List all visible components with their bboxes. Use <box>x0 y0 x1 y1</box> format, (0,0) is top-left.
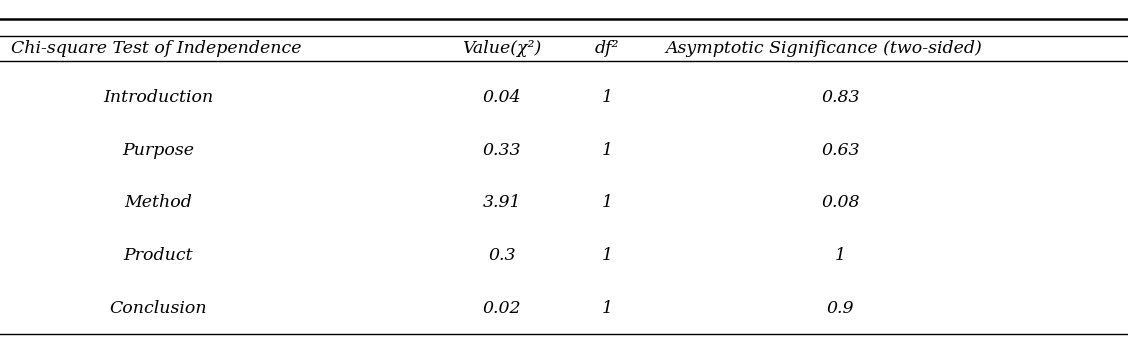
Text: Product: Product <box>123 247 193 264</box>
Text: df²: df² <box>594 40 619 57</box>
Text: Introduction: Introduction <box>103 89 213 106</box>
Text: 0.33: 0.33 <box>483 142 521 159</box>
Text: 1: 1 <box>601 89 613 106</box>
Text: 1: 1 <box>601 142 613 159</box>
Text: Method: Method <box>124 194 192 211</box>
Text: 3.91: 3.91 <box>483 194 521 211</box>
Text: 1: 1 <box>601 194 613 211</box>
Text: 1: 1 <box>601 300 613 317</box>
Text: 0.83: 0.83 <box>821 89 860 106</box>
Text: Value(χ²): Value(χ²) <box>462 40 541 57</box>
Text: 0.02: 0.02 <box>483 300 521 317</box>
Text: 0.3: 0.3 <box>488 247 515 264</box>
Text: 0.04: 0.04 <box>483 89 521 106</box>
Text: Chi-square Test of Independence: Chi-square Test of Independence <box>11 40 302 57</box>
Text: Conclusion: Conclusion <box>109 300 206 317</box>
Text: 1: 1 <box>601 247 613 264</box>
Text: Asymptotic Significance (two-sided): Asymptotic Significance (two-sided) <box>666 40 982 57</box>
Text: 1: 1 <box>835 247 846 264</box>
Text: Purpose: Purpose <box>122 142 194 159</box>
Text: 0.08: 0.08 <box>821 194 860 211</box>
Text: 0.63: 0.63 <box>821 142 860 159</box>
Text: 0.9: 0.9 <box>827 300 854 317</box>
